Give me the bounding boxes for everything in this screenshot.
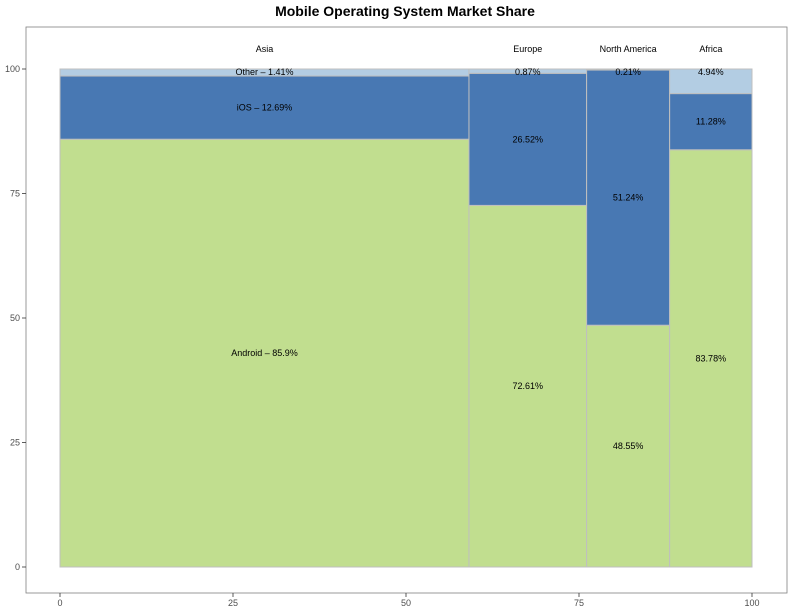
data-label: 11.28% [696, 117, 726, 127]
y-tick-label: 50 [10, 313, 20, 323]
tile-android-europe [468, 204, 588, 568]
x-tick-label: 25 [228, 598, 238, 608]
data-label: 4.94% [698, 67, 724, 77]
tile-other-africa [669, 68, 753, 95]
y-tick-label: 0 [15, 562, 20, 572]
region-labels: Asia Europe North America Africa [256, 44, 723, 54]
y-tick-label: 75 [10, 189, 20, 199]
tile-android-africa [669, 149, 753, 568]
tile-ios-north-america [586, 69, 671, 326]
tile-ios-europe [468, 72, 588, 206]
data-label: Android – 85.9% [231, 348, 298, 358]
y-tick-label: 25 [10, 438, 20, 448]
x-tick-label: 100 [744, 598, 759, 608]
x-tick-label: 50 [401, 598, 411, 608]
data-labels: Android – 85.9% iOS – 12.69% Other – 1.41%… [231, 67, 726, 451]
data-label: 48.55% [613, 441, 644, 451]
data-label: 0.21% [615, 67, 641, 77]
data-label: 72.61% [513, 381, 544, 391]
tile-android-asia [59, 138, 470, 568]
tile-ios-asia [59, 75, 470, 140]
y-tick-label: 100 [5, 64, 20, 74]
tile-ios-africa [669, 93, 753, 151]
data-label: 26.52% [513, 134, 544, 144]
data-label: iOS – 12.69% [237, 103, 293, 113]
data-label: Other – 1.41% [235, 67, 293, 77]
y-axis: 0 25 50 75 100 [5, 64, 26, 572]
region-label: Africa [699, 44, 722, 54]
x-axis: 0 25 50 75 100 [57, 593, 760, 608]
region-label: Asia [256, 44, 274, 54]
region-label: Europe [513, 44, 542, 54]
data-label: 83.78% [696, 353, 727, 363]
mosaic-tiles [59, 68, 753, 568]
x-tick-label: 75 [574, 598, 584, 608]
data-label: 51.24% [613, 193, 644, 203]
region-label: North America [600, 44, 657, 54]
x-tick-label: 0 [57, 598, 62, 608]
data-label: 0.87% [515, 67, 541, 77]
chart-title: Mobile Operating System Market Share [275, 3, 535, 19]
